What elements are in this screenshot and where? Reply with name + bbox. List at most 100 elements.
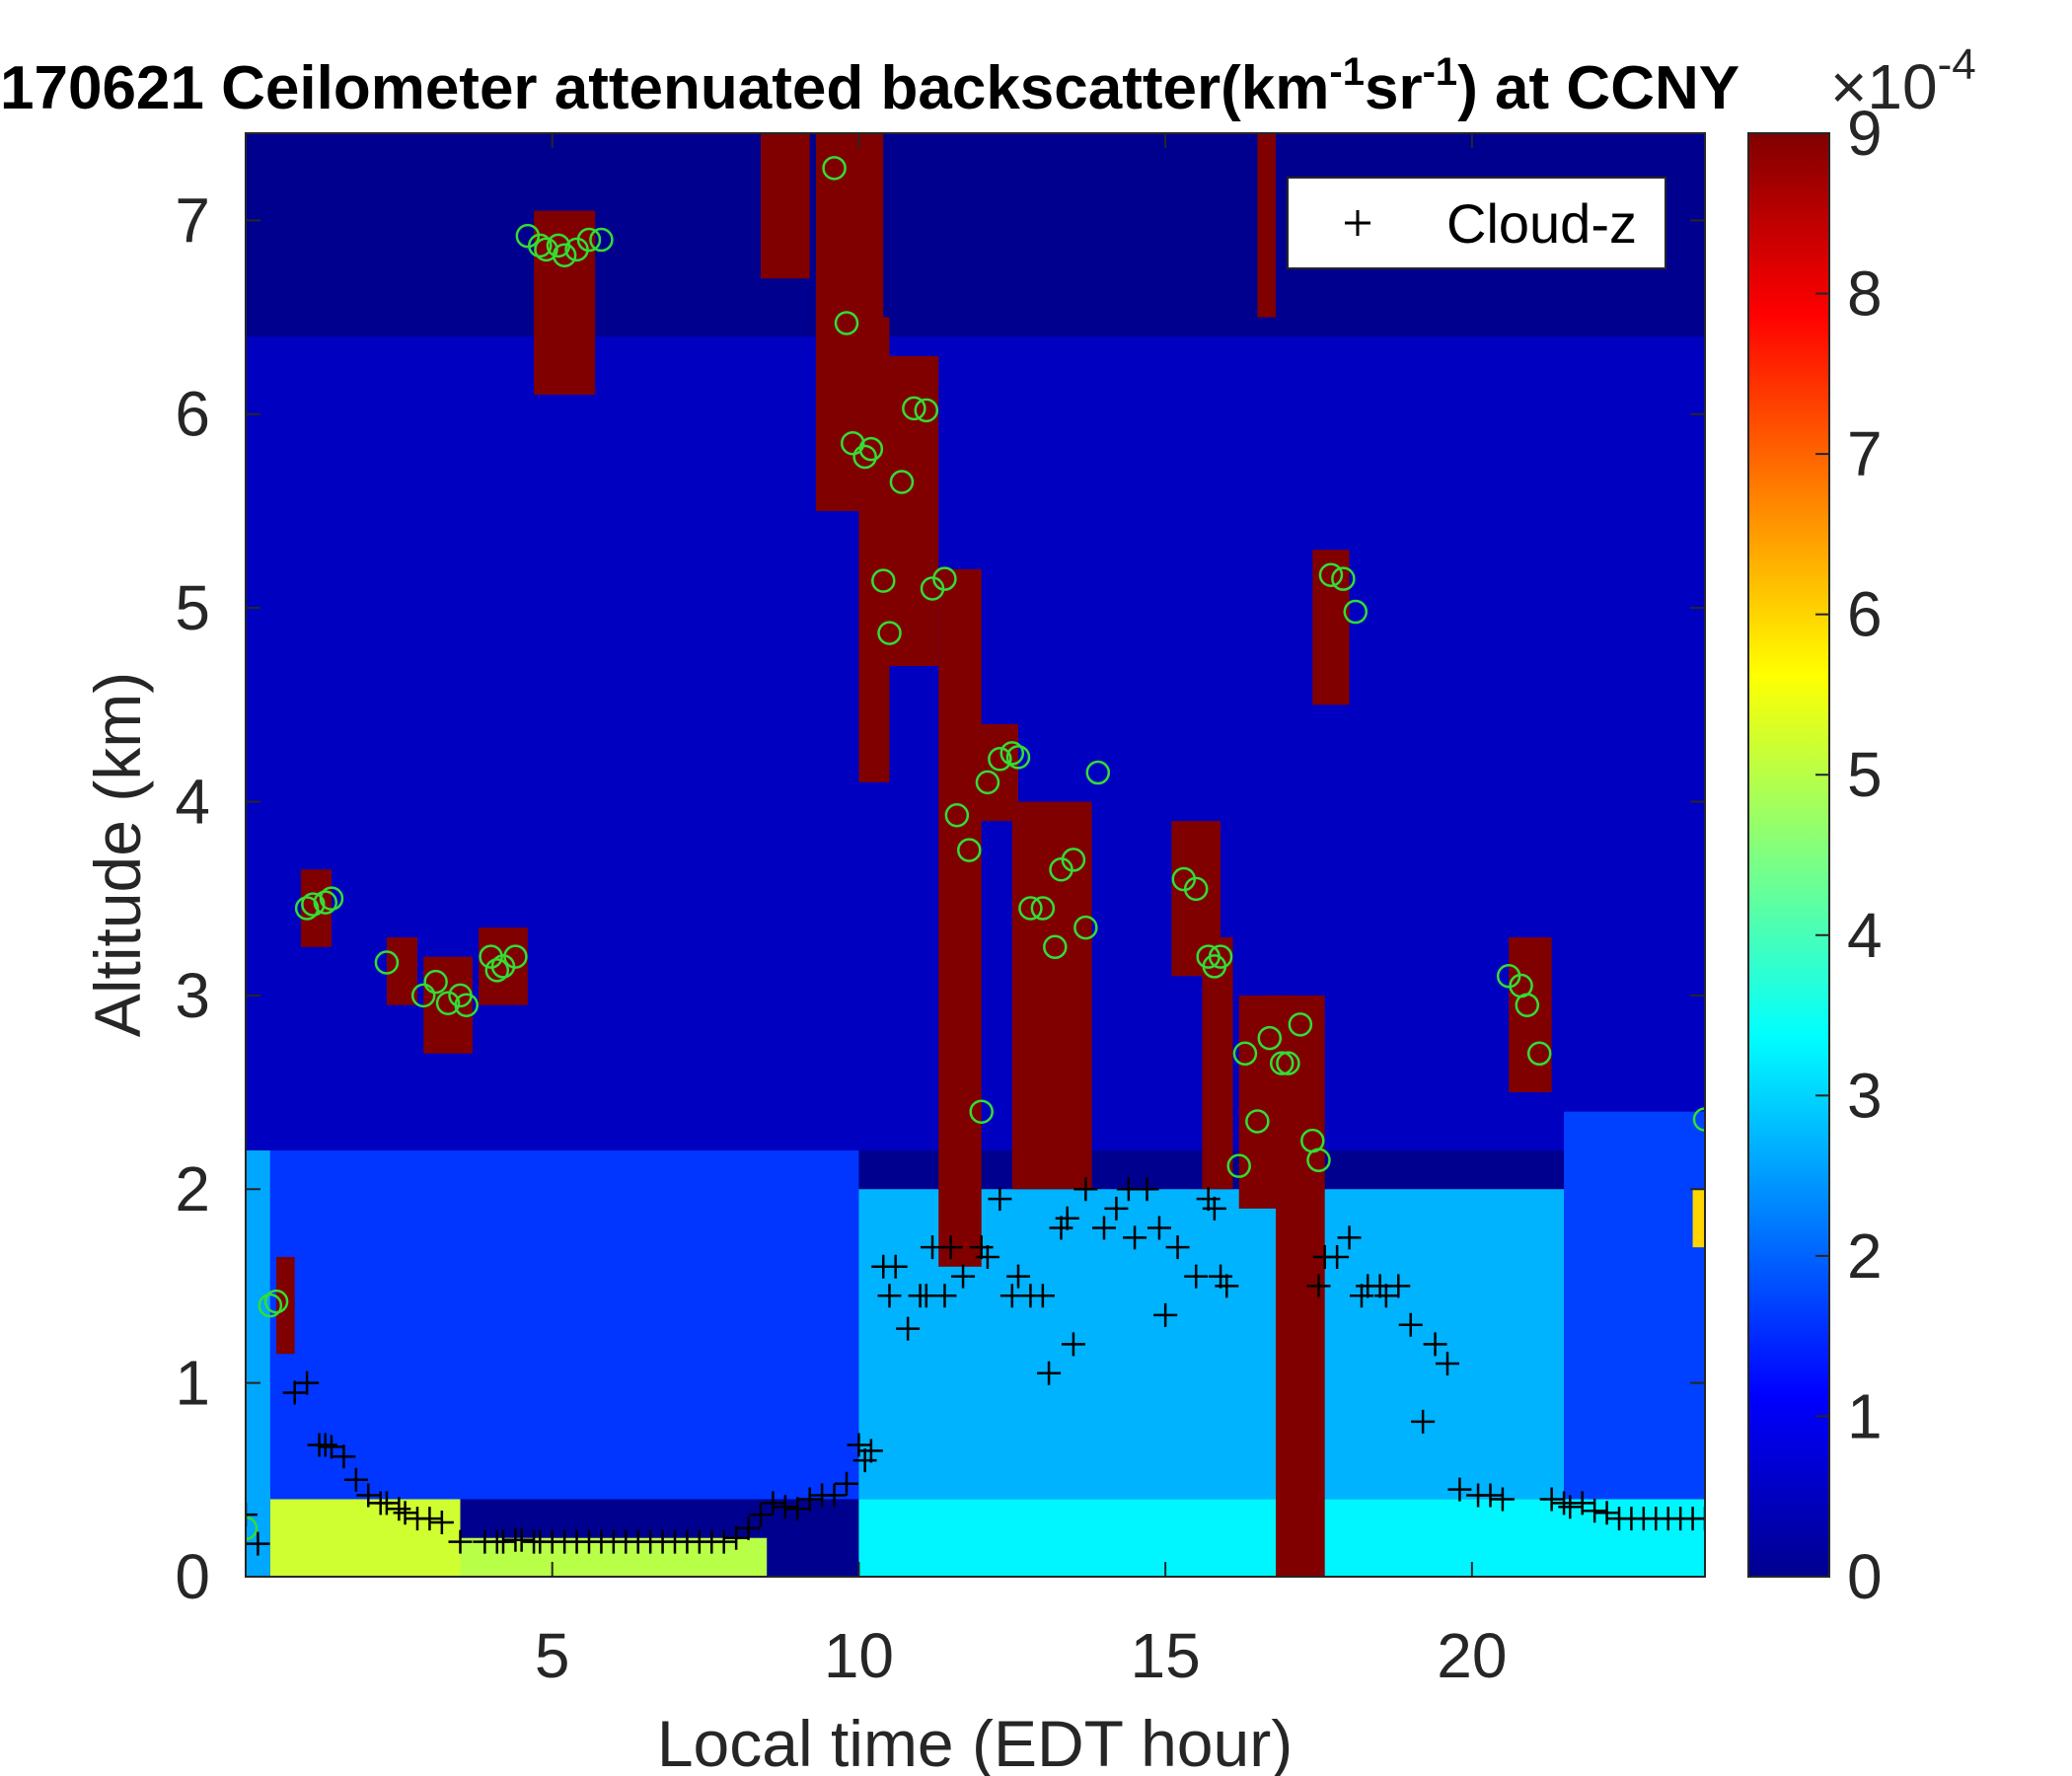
cloud-base-circle (552, 243, 577, 267)
cloud-base-circle (1692, 1107, 1705, 1132)
cloud-base-circle (1245, 1109, 1270, 1134)
cloud-base-circle (1005, 745, 1031, 770)
cloud-z-marker (988, 1187, 1012, 1212)
cloud-z-marker (1693, 1507, 1705, 1531)
cloud-base-circle (258, 1293, 283, 1318)
cloud-z-marker (1006, 1264, 1030, 1289)
cloud-z-marker (1350, 1284, 1373, 1308)
cloud-base-circle (1269, 1051, 1295, 1075)
cloud-base-circle (589, 227, 614, 253)
cloud-z-marker (1594, 1501, 1619, 1525)
cloud-z-marker (1092, 1216, 1116, 1240)
title-sup-1: -1 (1329, 50, 1365, 94)
colorbar-ticks: 0 1 2 3 4 5 6 7 8 9 (1815, 98, 1883, 1612)
cloud-base-circle (834, 311, 859, 335)
backscatter-heatmap (246, 133, 1705, 1577)
cloud-base-circle (1030, 896, 1056, 921)
cloud-z-marker (1386, 1274, 1411, 1298)
cloud-z-marker (1165, 1235, 1190, 1260)
colorbar-exponent-base: ×10 (1830, 51, 1938, 122)
cloud-base-circle (1183, 876, 1209, 902)
cloud-z-marker (282, 1380, 307, 1405)
colorbar-tick-label: 4 (1847, 900, 1883, 971)
colorbar-gradient (1747, 132, 1830, 1578)
cloud-base-circle (1331, 566, 1356, 591)
cloud-base-circle (914, 398, 939, 423)
cloud-z-marker (1073, 1177, 1098, 1202)
backscatter-region (1564, 1111, 1705, 1500)
cloud-z-marker (429, 1511, 454, 1535)
cloud-z-marker (1398, 1312, 1423, 1337)
cloud-z-marker (1570, 1491, 1594, 1516)
colorbar-exponent-power: -4 (1938, 40, 1976, 89)
cloud-z-marker (1209, 1264, 1233, 1289)
cloud-z-marker (246, 1503, 258, 1527)
cloud-z-marker (393, 1501, 417, 1525)
x-tick-label: 5 (535, 1620, 570, 1691)
cloud-base-circle (957, 838, 982, 862)
cloud-base-circle (1288, 1012, 1313, 1037)
cloud-base-circle (294, 896, 320, 921)
cloud-z-marker (749, 1503, 773, 1527)
backscatter-region (938, 568, 982, 1267)
colorbar-tick-label: 3 (1847, 1060, 1883, 1131)
cloud-base-circle (944, 802, 970, 828)
cloud-z-marker (938, 1235, 963, 1260)
x-tick-label: 10 (824, 1620, 894, 1691)
cloud-z-marker (896, 1316, 921, 1341)
cloud-base-circle (975, 770, 1000, 795)
cloud-base-circle (932, 566, 957, 591)
y-tick-label: 1 (175, 1348, 210, 1419)
backscatter-region (269, 1489, 461, 1577)
legend: Cloud-z (1287, 177, 1666, 269)
cloud-base-circle (969, 1099, 994, 1124)
cloud-z-marker (1583, 1499, 1607, 1523)
cloud-base-circle (319, 886, 344, 911)
cloud-z-marker (1558, 1495, 1583, 1519)
cloud-base-circle (410, 983, 436, 1008)
cloud-z-marker (1184, 1264, 1209, 1289)
cloud-z-marker (847, 1433, 871, 1457)
colorbar-exponent: ×10-4 (1830, 40, 1976, 122)
backscatter-region (1011, 801, 1092, 1190)
y-tick-label: 2 (175, 1153, 210, 1224)
title-sup-2: -1 (1423, 50, 1458, 94)
cloud-base-circle (1343, 599, 1369, 625)
colorbar-tick-label: 1 (1847, 1380, 1883, 1451)
cloud-base-circle (871, 568, 896, 593)
backscatter-region (269, 1149, 859, 1500)
title-suffix: ) at CCNY (1457, 54, 1739, 122)
cloud-base-circle (902, 396, 926, 421)
cloud-z-marker (417, 1507, 442, 1531)
y-tick-label: 6 (175, 379, 210, 450)
cloud-z-marker (313, 1433, 337, 1457)
cloud-z-marker (343, 1467, 368, 1492)
cloud-z-marker (1153, 1302, 1178, 1327)
colorbar-tick-label: 9 (1847, 98, 1883, 169)
legend-cloud-z-marker (1345, 210, 1370, 236)
cloud-z-marker (1147, 1216, 1171, 1240)
cloud-z-marker (761, 1491, 785, 1516)
cloud-base-circle (877, 621, 902, 645)
cloud-z-marker (1215, 1274, 1239, 1298)
cloud-z-marker (1030, 1284, 1055, 1308)
cloud-z-marker (883, 1254, 908, 1279)
cloud-base-circle (528, 233, 553, 259)
cloud-z-marker (736, 1516, 761, 1540)
cloud-base-circle (1061, 848, 1086, 872)
y-tick-label: 4 (175, 766, 210, 837)
cloud-z-marker (951, 1264, 976, 1289)
cloud-base-circle (503, 944, 528, 969)
cloud-z-marker (1196, 1187, 1221, 1212)
cloud-z-marker (1123, 1225, 1147, 1250)
cloud-base-circle (313, 890, 338, 915)
cloud-z-marker (1447, 1477, 1472, 1502)
cloud-z-marker (822, 1483, 847, 1508)
cloud-base-circle (454, 993, 479, 1017)
cloud-base-circle (435, 991, 461, 1015)
cloud-base-circle (988, 747, 1012, 772)
y-tick-label: 5 (175, 572, 210, 643)
backscatter-region (1312, 550, 1350, 705)
cloud-z-marker (1306, 1274, 1331, 1298)
cloud-z-marker (1325, 1244, 1350, 1269)
